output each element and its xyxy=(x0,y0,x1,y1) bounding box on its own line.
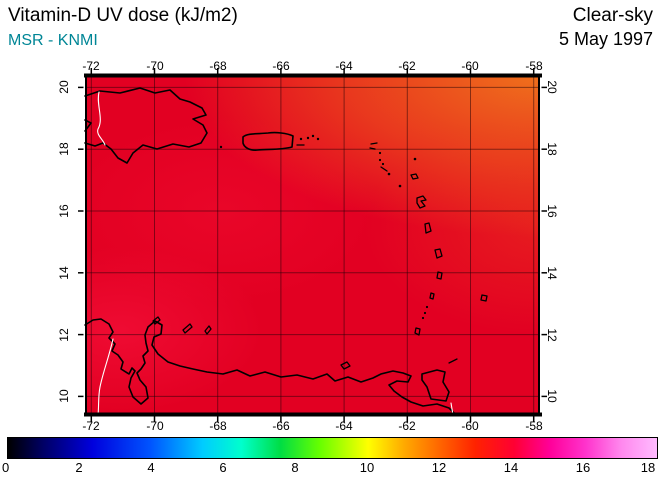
country-borders xyxy=(97,91,454,416)
lon-tick-label: -62 xyxy=(398,59,416,73)
lat-tick-label: 10 xyxy=(545,389,559,403)
lon-tick-label: -62 xyxy=(398,419,416,433)
lon-tick-label: -72 xyxy=(82,419,100,433)
lat-tick-label: 16 xyxy=(545,204,559,218)
axis-ticks xyxy=(78,68,547,422)
lon-tick-label: -60 xyxy=(461,419,479,433)
antigua-island xyxy=(410,173,419,180)
colombia-venezuela-border xyxy=(97,338,114,416)
colorbar-tick-label: 4 xyxy=(147,460,155,475)
colorbar-tick-label: 16 xyxy=(575,460,591,475)
st-vincent-island xyxy=(429,292,435,300)
source-label: MSR - KNMI xyxy=(8,32,98,49)
colorbar-tick-label: 12 xyxy=(431,460,447,475)
colorbar-tick-label: 10 xyxy=(359,460,375,475)
st-lucia-island xyxy=(436,271,443,280)
map-frame xyxy=(84,73,542,417)
margarita-island xyxy=(340,361,351,370)
guadeloupe-island xyxy=(416,195,427,209)
tobago-island xyxy=(448,358,458,364)
sky-condition-label: Clear-sky xyxy=(572,5,653,26)
lon-tick-label: -70 xyxy=(146,59,164,73)
coastlines xyxy=(84,87,457,416)
st-kitts-island xyxy=(380,166,388,172)
lon-tick-label: -70 xyxy=(146,419,164,433)
lon-tick-label: -58 xyxy=(525,419,543,433)
colorbar-tick-label: 2 xyxy=(75,460,83,475)
lat-tick-label: 18 xyxy=(57,142,71,156)
aruba-island xyxy=(152,316,161,325)
lon-tick-label: -68 xyxy=(209,419,227,433)
trinidad-coast xyxy=(421,369,450,402)
map-canvas xyxy=(78,68,547,422)
small-islands xyxy=(152,142,488,370)
graticule-grid xyxy=(86,76,539,414)
lat-tick-label: 10 xyxy=(57,389,71,403)
colorbar-tick-label: 0 xyxy=(2,460,10,475)
lon-tick-label: -66 xyxy=(272,419,290,433)
colorbar-tick-label: 18 xyxy=(640,460,656,475)
colorbar-tick-label: 8 xyxy=(291,460,299,475)
lat-tick-label: 14 xyxy=(545,266,559,280)
islet-dots xyxy=(219,134,429,320)
date-label: 5 May 1997 xyxy=(558,29,653,49)
dominica-island xyxy=(424,222,432,234)
hispaniola-coast xyxy=(84,87,208,164)
lon-tick-label: -58 xyxy=(525,59,543,73)
lon-tick-label: -64 xyxy=(335,59,353,73)
lat-tick-label: 12 xyxy=(545,328,559,342)
curacao-island xyxy=(182,323,193,334)
south-america-coast xyxy=(84,318,457,416)
lat-tick-label: 20 xyxy=(545,80,559,94)
lat-tick-label: 20 xyxy=(57,80,71,94)
haiti-dr-border xyxy=(97,91,106,146)
lat-tick-label: 14 xyxy=(57,266,71,280)
colorbar xyxy=(7,437,658,459)
lon-tick-label: -64 xyxy=(335,419,353,433)
colorbar-tick-label: 14 xyxy=(503,460,519,475)
lon-tick-label: -68 xyxy=(209,59,227,73)
page-title: Vitamin-D UV dose (kJ/m2) xyxy=(8,5,238,26)
lon-tick-label: -60 xyxy=(461,59,479,73)
barbados-island xyxy=(480,294,488,302)
puerto-rico-coast xyxy=(242,131,294,151)
lat-tick-label: 12 xyxy=(57,328,71,342)
bonaire-island xyxy=(204,325,212,335)
lat-tick-label: 16 xyxy=(57,204,71,218)
martinique-island xyxy=(434,248,443,259)
st-martin-island xyxy=(369,147,376,150)
anguilla-island xyxy=(370,142,378,145)
lat-tick-label: 18 xyxy=(545,142,559,156)
colorbar-tick-label: 6 xyxy=(219,460,227,475)
map-plot xyxy=(78,68,547,422)
lon-tick-label: -72 xyxy=(82,59,100,73)
grenada-island xyxy=(414,327,421,336)
lon-tick-label: -66 xyxy=(272,59,290,73)
